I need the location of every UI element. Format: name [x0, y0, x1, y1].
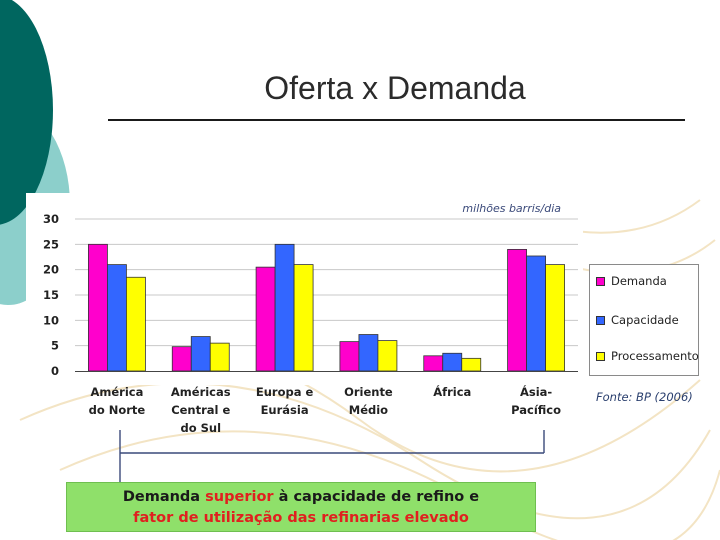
bar-demanda: [339, 341, 360, 372]
callout-text-a: Demanda: [122, 489, 206, 505]
legend-label-processamento: Processamento: [611, 349, 699, 363]
gridlines: [75, 218, 578, 347]
legend-label-capacidade: Capacidade: [611, 313, 679, 327]
x-tick-label: Américas: [171, 385, 231, 399]
x-tick-label: Ásia-: [520, 384, 552, 399]
x-tick-label: Eurásia: [261, 403, 309, 417]
legend-label-demanda: Demanda: [611, 274, 667, 288]
y-tick-label: 30: [43, 212, 59, 226]
callout-line-1: Demanda superior à capacidade de refino …: [67, 487, 535, 508]
callout-highlight: superior: [205, 489, 274, 505]
x-tick-label: Europa e: [256, 385, 314, 399]
y-tick-label: 0: [51, 364, 59, 378]
bar-capacidade: [107, 264, 127, 372]
legend-item-capacidade: Capacidade: [596, 312, 679, 328]
bar-capacidade: [526, 255, 546, 372]
x-tick-label: Oriente: [344, 385, 393, 399]
y-tick-label: 15: [43, 288, 59, 302]
callout-line-2: fator de utilização das refinarias eleva…: [133, 510, 469, 526]
bar-processamento: [293, 264, 314, 372]
bar-processamento: [545, 264, 565, 372]
bar-processamento: [461, 357, 482, 372]
legend-swatch-capacidade: [596, 315, 605, 325]
bar-demanda: [423, 355, 444, 372]
bracket-connector: [119, 430, 545, 482]
bar-processamento: [377, 340, 398, 372]
bar-demanda: [507, 248, 527, 372]
y-tick-label: 20: [43, 263, 59, 277]
y-tick-label: 10: [43, 313, 59, 327]
decor-dark-circle: [0, 0, 53, 225]
bar-capacidade: [190, 336, 211, 372]
title-divider: [108, 119, 685, 121]
bar-capacidade: [358, 334, 379, 372]
chart-legend: Demanda Capacidade Processamento: [589, 264, 699, 376]
source-note: Fonte: BP (2006): [596, 390, 693, 404]
x-tick-label: do Sul: [180, 421, 221, 435]
bar-demanda: [88, 243, 108, 372]
conclusion-callout: Demanda superior à capacidade de refino …: [66, 482, 536, 532]
x-tick-label: do Norte: [89, 403, 146, 417]
x-axis-labels: América do Norte Américas Central e do Sul Eu…: [89, 384, 562, 435]
y-axis-ticks: 0 5 10 15 20 25 30: [43, 212, 59, 378]
callout-text-b: à capacidade de refino e: [273, 489, 480, 505]
x-tick-label: Pacífico: [511, 403, 561, 417]
legend-swatch-processamento: [596, 351, 605, 361]
x-tick-label: África: [433, 384, 471, 399]
bar-capacidade: [442, 352, 463, 372]
x-tick-label: Central e: [171, 403, 230, 417]
bar-series: [88, 243, 565, 372]
bar-processamento: [209, 342, 230, 372]
legend-swatch-demanda: [596, 276, 605, 286]
unit-label: milhões barris/dia: [462, 202, 561, 215]
y-tick-label: 5: [51, 339, 59, 353]
x-tick-label: Médio: [349, 403, 388, 417]
bar-demanda: [171, 346, 192, 372]
bar-demanda: [255, 266, 276, 372]
bar-processamento: [126, 276, 146, 372]
slide-title: Oferta x Demanda: [264, 70, 526, 106]
y-tick-label: 25: [43, 237, 59, 251]
legend-item-processamento: Processamento: [596, 348, 699, 364]
bar-capacidade: [274, 243, 295, 372]
x-tick-label: América: [90, 385, 143, 399]
legend-item-demanda: Demanda: [596, 273, 667, 289]
